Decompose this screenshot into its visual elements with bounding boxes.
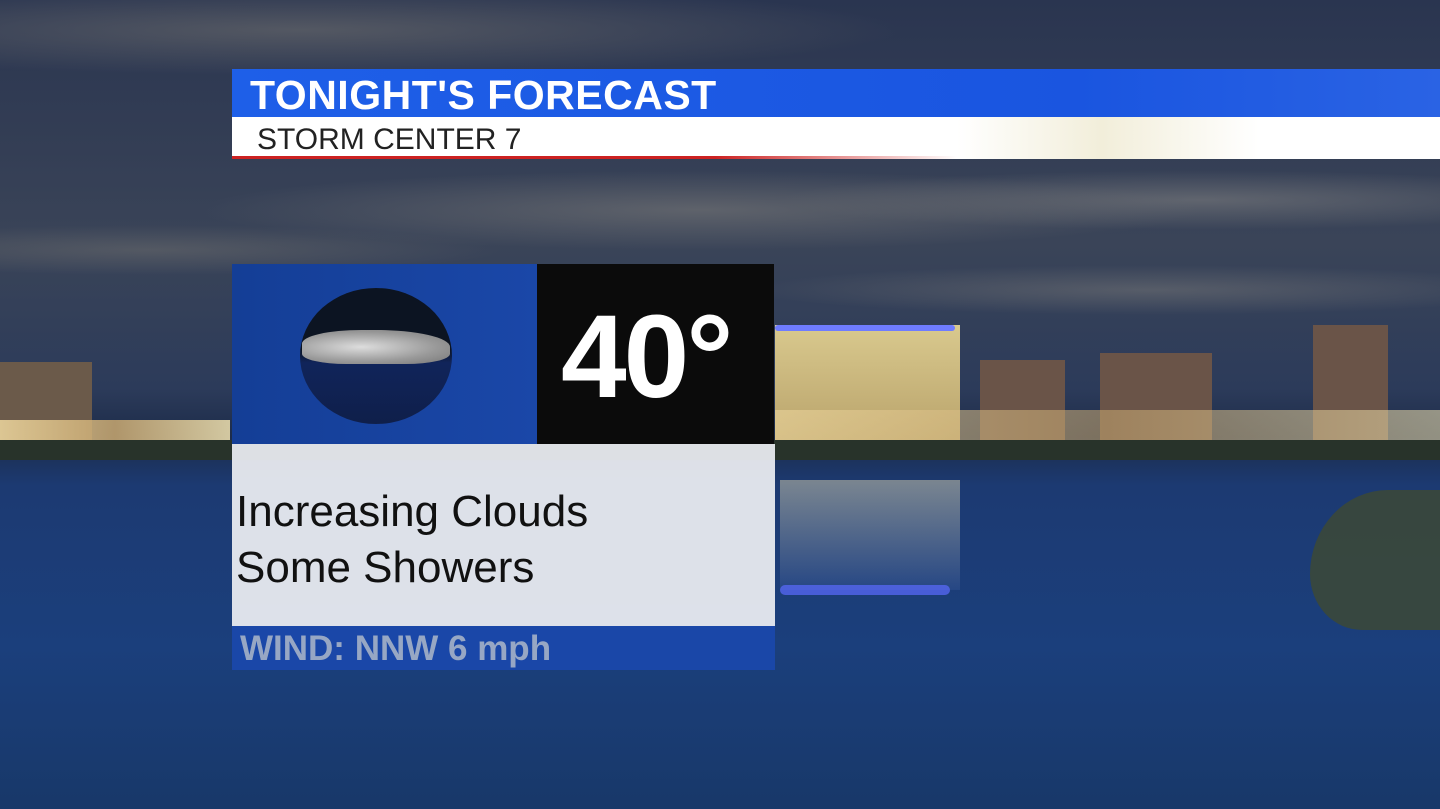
- forecast-title: TONIGHT'S FORECAST: [250, 72, 717, 118]
- weather-icon-panel: [232, 264, 537, 444]
- condition-line: Increasing Clouds: [236, 487, 589, 536]
- temperature-value: 40°: [561, 291, 733, 423]
- condition-line: Some Showers: [236, 543, 535, 592]
- wind-bar: WIND: NNW 6 mph: [232, 626, 775, 670]
- conditions-panel: Increasing Clouds Some Showers: [232, 444, 775, 626]
- subtitle-bar: STORM CENTER 7: [232, 117, 1440, 159]
- wind-text: WIND: NNW 6 mph: [240, 629, 552, 668]
- cloud-showers-icon: [300, 288, 452, 424]
- temperature-panel: 40°: [537, 264, 774, 444]
- station-name: STORM CENTER 7: [257, 123, 522, 156]
- title-bar: TONIGHT'S FORECAST: [232, 69, 1440, 118]
